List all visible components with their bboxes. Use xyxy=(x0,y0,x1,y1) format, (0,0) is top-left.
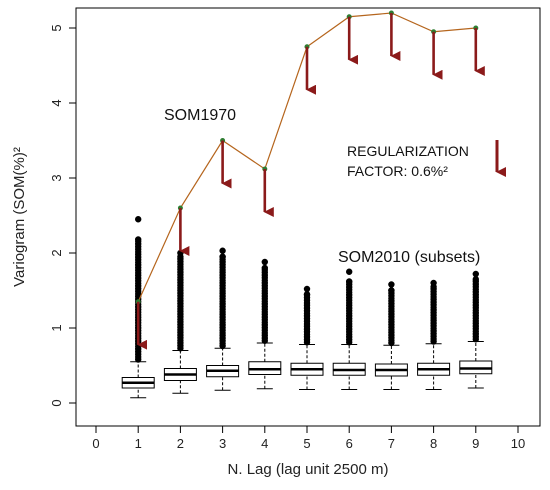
x-tick-label: 9 xyxy=(472,436,479,451)
boxplot xyxy=(459,270,493,389)
outlier-point xyxy=(261,258,268,266)
x-tick-label: 4 xyxy=(261,436,268,451)
regularization-arrows xyxy=(136,13,485,350)
y-tick-label: 5 xyxy=(49,24,64,31)
outlier-point xyxy=(135,216,142,223)
boxplot xyxy=(163,249,197,394)
y-tick-label: 0 xyxy=(49,399,64,406)
x-tick-label: 5 xyxy=(303,436,310,451)
annotation-factor: FACTOR: 0.6%² xyxy=(347,163,448,179)
x-tick-label: 2 xyxy=(177,436,184,451)
outlier-point xyxy=(430,279,437,287)
x-tick-label: 6 xyxy=(346,436,353,451)
outlier-point xyxy=(261,264,268,272)
y-tick-label: 4 xyxy=(49,99,64,106)
boxplot xyxy=(417,279,451,390)
boxplot xyxy=(290,285,324,390)
x-tick-label: 10 xyxy=(511,436,525,451)
outlier-point xyxy=(135,236,142,243)
outlier-point xyxy=(388,281,395,288)
boxplot-group xyxy=(121,216,493,399)
boxplot xyxy=(206,247,240,391)
annotation-som1970: SOM1970 xyxy=(164,107,236,124)
annotation-regularization: REGULARIZATION xyxy=(347,143,469,159)
x-tick-label: 8 xyxy=(430,436,437,451)
y-axis-label: Variogram (SOM(%)² xyxy=(11,147,28,287)
boxplot xyxy=(248,258,282,390)
x-tick-label: 7 xyxy=(388,436,395,451)
y-axis: 0 1 2 3 4 5 xyxy=(49,24,77,407)
x-tick-label: 1 xyxy=(135,436,142,451)
boxplot xyxy=(332,268,366,390)
x-axis-label: N. Lag (lag unit 2500 m) xyxy=(228,461,389,478)
y-tick-label: 3 xyxy=(49,174,64,181)
x-axis: 0 1 2 3 4 5 6 7 8 9 10 xyxy=(92,425,525,451)
outlier-point xyxy=(219,253,226,260)
outlier-point xyxy=(388,287,395,294)
x-tick-label: 3 xyxy=(219,436,226,451)
outlier-point xyxy=(346,278,353,285)
y-tick-label: 2 xyxy=(49,249,64,256)
outlier-point xyxy=(219,247,226,254)
outlier-point xyxy=(303,285,311,293)
x-tick-label: 0 xyxy=(92,436,99,451)
boxplot xyxy=(374,281,408,390)
outlier-point xyxy=(346,268,353,275)
outlier-point xyxy=(472,276,479,283)
outlier-point xyxy=(303,291,311,298)
y-tick-label: 1 xyxy=(49,324,64,331)
outlier-point xyxy=(472,270,479,278)
annotation-som2010: SOM2010 (subsets) xyxy=(338,249,480,266)
